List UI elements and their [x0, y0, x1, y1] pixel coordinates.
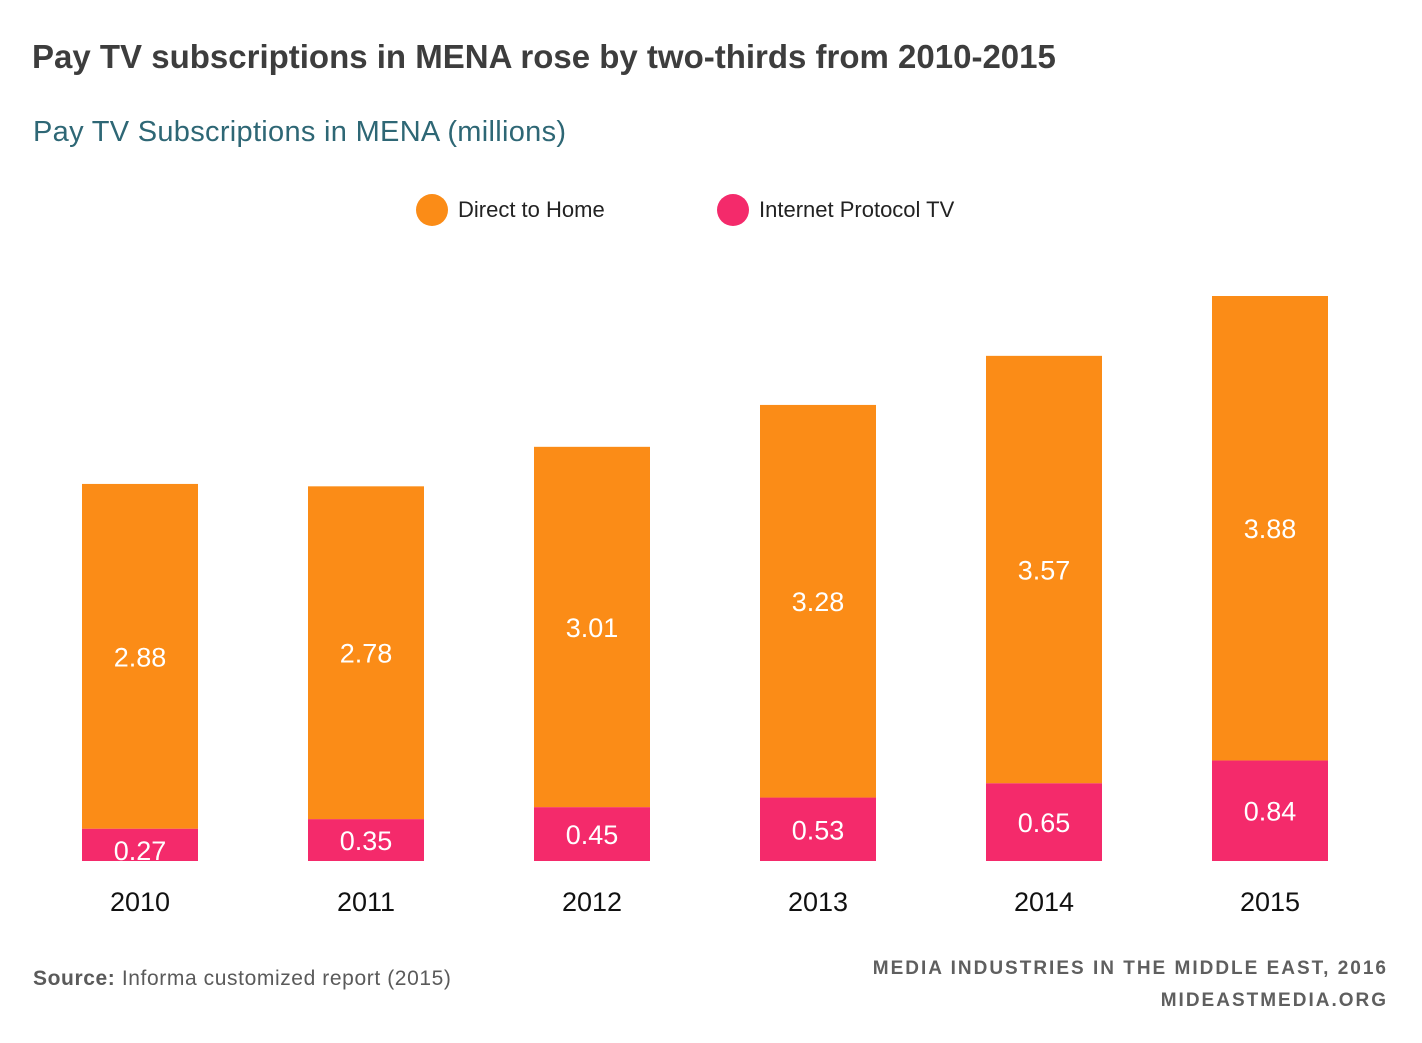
data-label-internet-protocol-tv-2011: 0.35: [340, 826, 393, 856]
source-label: Source:: [33, 967, 116, 990]
bar-direct-to-home-2014: [986, 355, 1102, 784]
credit-publication: MEDIA INDUSTRIES IN THE MIDDLE EAST, 201…: [872, 958, 1388, 979]
legend-item-internet-protocol-tv: Internet Protocol TV: [717, 192, 954, 228]
data-label-internet-protocol-tv-2010: 0.27: [114, 836, 167, 866]
bar-direct-to-home-2015: [1212, 296, 1328, 761]
x-tick-label-2011: 2011: [337, 887, 395, 917]
bar-internet-protocol-tv-2013: [760, 797, 876, 861]
bar-internet-protocol-tv-2014: [986, 783, 1102, 861]
legend-swatch-internet-protocol-tv: [717, 194, 749, 226]
legend-item-direct-to-home: Direct to Home: [416, 192, 605, 228]
data-label-internet-protocol-tv-2013: 0.53: [792, 815, 845, 845]
x-tick-label-2015: 2015: [1240, 887, 1300, 917]
bar-direct-to-home-2011: [308, 486, 424, 820]
bar-direct-to-home-2010: [82, 483, 198, 829]
chart-subtitle: Pay TV Subscriptions in MENA (millions): [33, 116, 567, 148]
legend-swatch-direct-to-home: [416, 194, 448, 226]
chart-title: Pay TV subscriptions in MENA rose by two…: [32, 38, 1056, 75]
data-label-direct-to-home-2014: 3.57: [1018, 556, 1071, 586]
data-label-direct-to-home-2015: 3.88: [1244, 514, 1297, 544]
data-label-direct-to-home-2010: 2.88: [114, 642, 167, 672]
x-tick-label-2010: 2010: [110, 887, 170, 917]
bar-direct-to-home-2013: [760, 404, 876, 798]
data-label-internet-protocol-tv-2014: 0.65: [1018, 808, 1071, 838]
credit-website: MIDEASTMEDIA.ORG: [1160, 990, 1388, 1011]
legend-label-internet-protocol-tv: Internet Protocol TV: [759, 197, 955, 222]
bar-internet-protocol-tv-2010: [82, 828, 198, 861]
bar-internet-protocol-tv-2012: [534, 807, 650, 861]
x-tick-label-2012: 2012: [562, 887, 622, 917]
data-label-direct-to-home-2013: 3.28: [792, 587, 845, 617]
bar-internet-protocol-tv-2011: [308, 819, 424, 861]
x-tick-label-2013: 2013: [788, 887, 848, 917]
source-note: Source: Informa customized report (2015): [33, 967, 452, 991]
data-label-direct-to-home-2011: 2.78: [340, 639, 393, 669]
x-tick-label-2014: 2014: [1014, 887, 1074, 917]
bar-internet-protocol-tv-2015: [1212, 760, 1328, 861]
bar-direct-to-home-2012: [534, 446, 650, 808]
data-label-internet-protocol-tv-2015: 0.84: [1244, 797, 1297, 827]
legend-label-direct-to-home: Direct to Home: [458, 197, 605, 222]
data-label-direct-to-home-2012: 3.01: [566, 613, 619, 643]
data-label-internet-protocol-tv-2012: 0.45: [566, 820, 619, 850]
legend: Direct to Home Internet Protocol TV: [0, 192, 1422, 228]
source-text: Informa customized report (2015): [121, 967, 452, 990]
